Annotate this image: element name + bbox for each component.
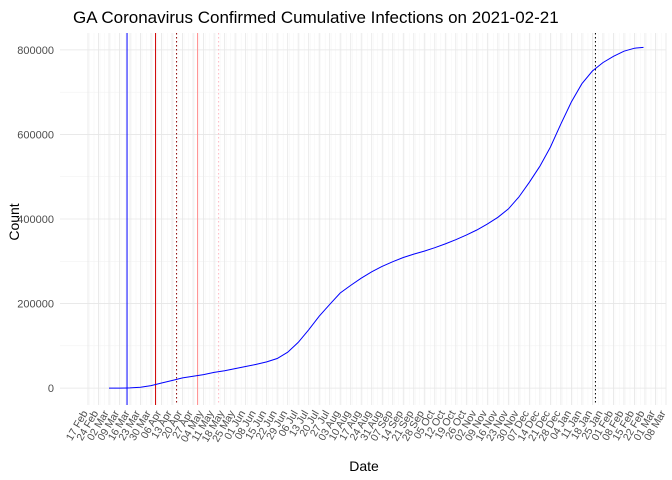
- x-axis-title: Date: [349, 458, 379, 474]
- y-axis-ticks: 0 200000 400000 600000 800000: [17, 45, 54, 395]
- chart-title: GA Coronavirus Confirmed Cumulative Infe…: [73, 8, 559, 27]
- grid: [60, 33, 667, 405]
- y-tick-label: 400000: [17, 214, 54, 226]
- y-axis-title: Count: [6, 203, 22, 240]
- y-tick-label: 600000: [17, 129, 54, 141]
- reference-lines: [126, 33, 596, 405]
- series-line: [109, 46, 644, 389]
- y-tick-label: 800000: [17, 45, 54, 57]
- y-tick-label: 200000: [17, 299, 54, 311]
- series-group: [109, 46, 644, 389]
- y-tick-label: 0: [48, 383, 54, 395]
